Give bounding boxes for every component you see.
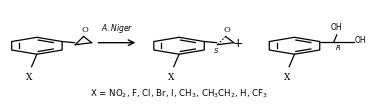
Text: OH: OH bbox=[354, 36, 366, 45]
Text: OH: OH bbox=[331, 23, 343, 32]
Text: +: + bbox=[232, 37, 243, 50]
Text: X: X bbox=[26, 73, 32, 82]
Text: O: O bbox=[224, 26, 231, 34]
Text: X: X bbox=[283, 73, 290, 82]
Text: $S$: $S$ bbox=[213, 46, 219, 55]
Text: O: O bbox=[82, 26, 89, 34]
Text: $\it{A. Niger}$: $\it{A. Niger}$ bbox=[101, 22, 133, 35]
Text: X: X bbox=[168, 73, 174, 82]
Text: X = NO$_2$, F, Cl, Br, I, CH$_3$, CH$_3$CH$_2$, H, CF$_3$: X = NO$_2$, F, Cl, Br, I, CH$_3$, CH$_3$… bbox=[90, 88, 268, 100]
Text: $R$: $R$ bbox=[335, 43, 341, 52]
